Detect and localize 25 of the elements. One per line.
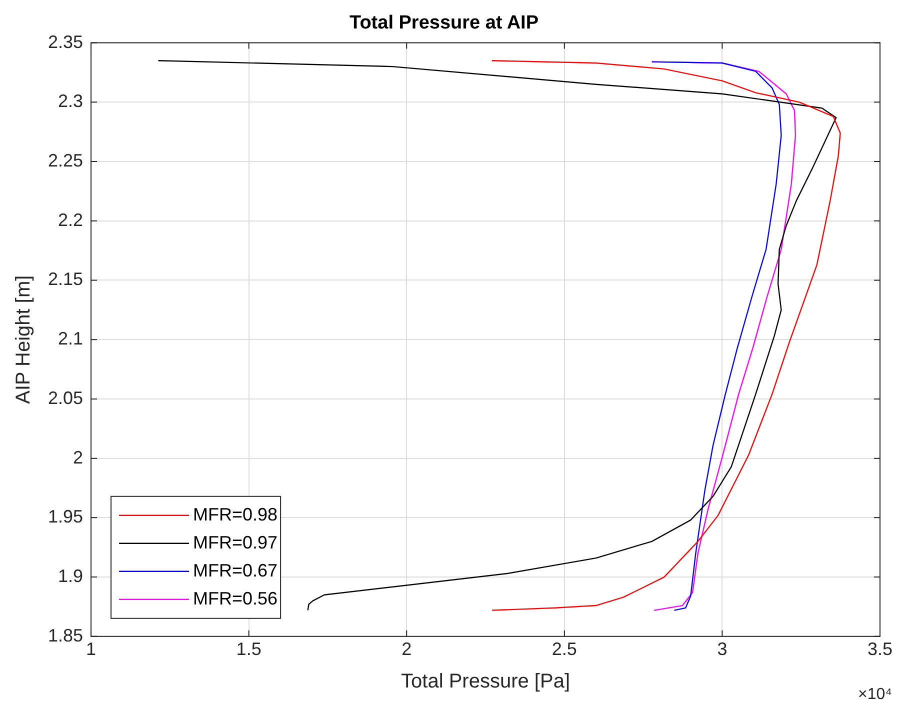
x-tick-label: 1.5 — [236, 639, 262, 660]
chart-title: Total Pressure at AIP — [349, 12, 539, 34]
y-tick-label: 1.95 — [48, 506, 84, 527]
y-tick-label: 2.2 — [58, 210, 84, 230]
legend-label: MFR=0.98 — [193, 504, 278, 524]
y-tick-label: 2.05 — [48, 388, 84, 408]
y-tick-label: 2.3 — [58, 91, 84, 112]
y-tick-label: 2.25 — [48, 150, 84, 170]
x-tick-label: 3 — [717, 639, 728, 660]
legend-label: MFR=0.67 — [193, 560, 278, 580]
text: ×10⁴ — [858, 686, 892, 703]
legend-label: MFR=0.97 — [193, 532, 278, 552]
y-tick-label: 2.35 — [48, 32, 84, 52]
y-axis-title: AIP Height [m] — [12, 275, 35, 404]
x-tick-label: 2 — [402, 639, 412, 660]
x-tick-label: 3.5 — [867, 639, 893, 660]
x-tick-label: 2.5 — [552, 639, 577, 660]
legend-label: MFR=0.56 — [193, 588, 278, 608]
y-tick-label: 2.15 — [48, 269, 84, 290]
x-tick-label: 1 — [86, 639, 96, 660]
y-tick-label: 1.85 — [48, 625, 84, 646]
y-tick-label: 1.9 — [58, 566, 84, 586]
x-axis-title: Total Pressure [Pa] — [401, 670, 570, 693]
y-tick-label: 2.1 — [58, 328, 84, 349]
y-tick-label: 2 — [73, 447, 84, 468]
